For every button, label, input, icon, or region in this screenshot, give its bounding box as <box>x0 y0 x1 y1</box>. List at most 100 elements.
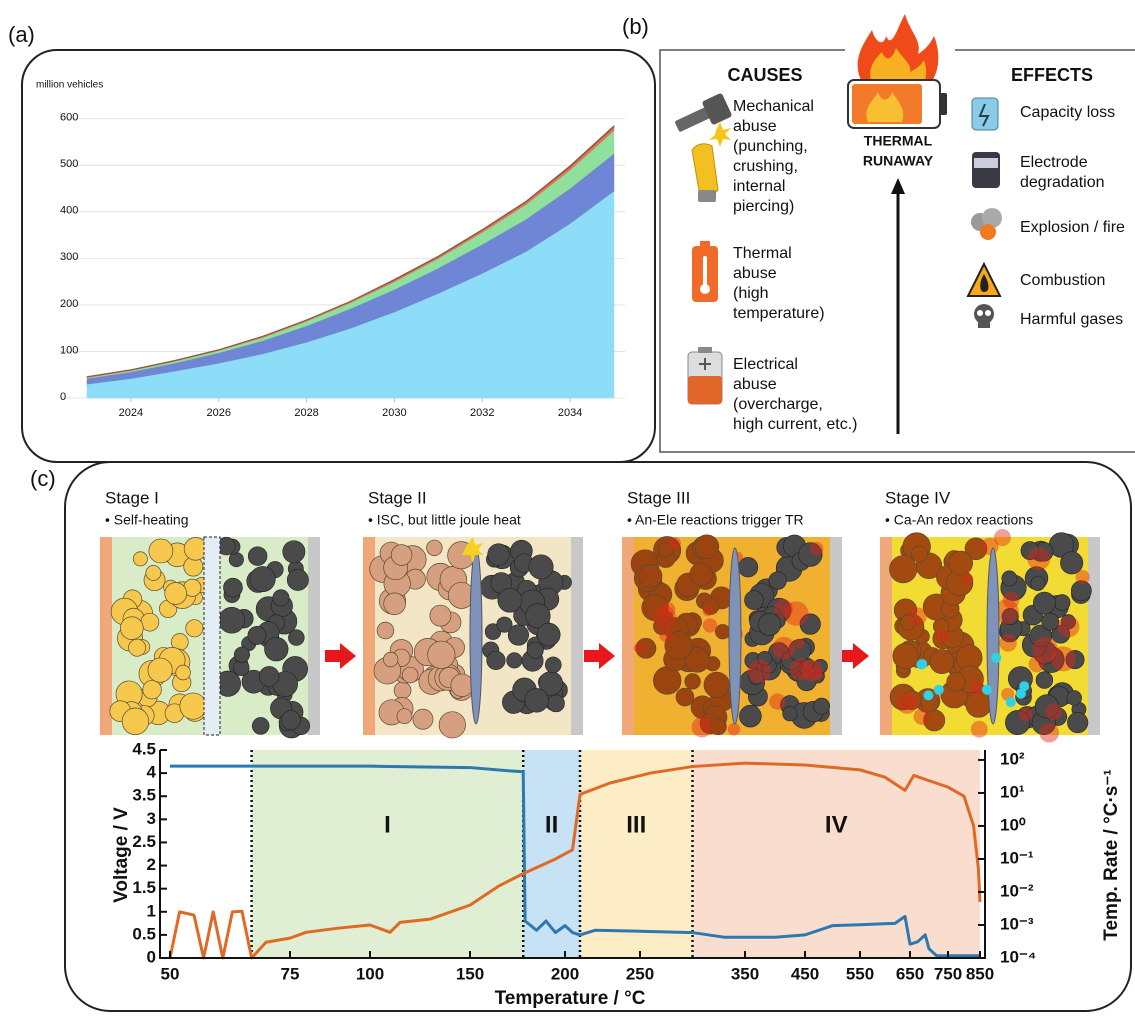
y-tick-label: 1 <box>147 901 156 920</box>
anode-particle <box>1067 712 1088 733</box>
anode-particle <box>219 607 245 633</box>
anode-particle <box>1036 672 1053 689</box>
anode-particle <box>507 653 522 668</box>
cause-text: (high <box>733 285 769 302</box>
hot-spot <box>703 606 713 616</box>
cathode-particle <box>122 708 149 735</box>
y-axis-label: million vehicles <box>36 80 103 91</box>
hot-spot <box>909 607 927 625</box>
hot-spot <box>897 693 918 714</box>
anode-particle <box>769 572 787 590</box>
cause-text: abuse <box>733 118 777 135</box>
anode-particle <box>1054 595 1070 611</box>
hot-spot <box>810 668 822 680</box>
cathode-particle <box>690 563 713 586</box>
cell-body <box>692 144 718 197</box>
current-collector <box>100 537 112 735</box>
stage-illustration <box>622 535 842 738</box>
y2-tick-label: 10⁻⁴ <box>1000 947 1036 966</box>
hot-spot <box>999 634 1016 651</box>
cell-cap <box>698 190 716 202</box>
anode-particle <box>252 717 269 734</box>
redox-particle <box>934 685 944 695</box>
battery-charge <box>688 376 722 404</box>
cathode-particle <box>930 649 954 673</box>
y-tick-label: 1.5 <box>132 878 156 897</box>
hot-spot <box>784 601 809 626</box>
y-tick-label: 300 <box>60 251 78 263</box>
separator <box>204 537 220 735</box>
cause-text: internal <box>733 178 785 195</box>
anode-particle <box>1067 691 1082 706</box>
panel-label: (b) <box>622 14 649 39</box>
effect-text: Electrode <box>1020 154 1088 171</box>
anode-particle <box>248 626 266 644</box>
x-tick-label: 100 <box>356 964 384 983</box>
battery-terminal <box>700 241 710 247</box>
anode-particle <box>745 591 764 610</box>
cathode-particle <box>966 692 991 717</box>
x-axis-label: Temperature / °C <box>495 988 646 1009</box>
region-label: IV <box>825 811 848 838</box>
separator <box>470 548 482 724</box>
cathode-particle <box>397 709 412 724</box>
x-tick-label: 200 <box>551 964 579 983</box>
cylinder-icon <box>692 144 718 202</box>
hot-spot <box>795 638 805 648</box>
anode-particle <box>287 569 308 590</box>
cathode-particle <box>120 617 143 640</box>
y-axis-label: Voltage / V <box>111 807 132 903</box>
cause-text: piercing) <box>733 198 794 215</box>
cathode-particle <box>394 682 411 699</box>
cathode-particle <box>402 667 418 683</box>
region <box>252 750 524 958</box>
cathode-particle <box>949 551 973 575</box>
cathode-particle <box>893 643 919 669</box>
stage-title: Stage III <box>627 488 690 507</box>
hot-spot <box>971 721 988 738</box>
x-tick-label: 350 <box>731 964 759 983</box>
cathode-particle <box>439 712 465 738</box>
region-label: II <box>545 811 558 838</box>
cathode-particle <box>451 674 474 697</box>
anode-particle <box>273 590 289 606</box>
cathode-particle <box>430 605 451 626</box>
cathode-particle <box>427 540 443 556</box>
electrical-battery-icon <box>688 347 722 404</box>
cathode-particle <box>383 652 398 667</box>
effect-text: Harmful gases <box>1020 311 1123 328</box>
cathode-particle <box>710 719 726 735</box>
hot-spot <box>748 660 771 683</box>
cathode-particle <box>947 672 966 691</box>
cathode-particle <box>384 593 406 615</box>
electrode-top <box>974 158 998 168</box>
y-tick-label: 0 <box>147 947 156 966</box>
cathode-particle <box>129 639 146 656</box>
anode-particle <box>525 688 549 712</box>
cathode-particle <box>180 693 206 719</box>
stage-illustration <box>100 537 320 738</box>
thermometer-bulb <box>700 284 710 294</box>
skull-jaw <box>978 320 990 328</box>
separator <box>729 548 741 724</box>
x-tick-label: 750 <box>934 964 962 983</box>
stage-title: Stage IV <box>885 488 951 507</box>
hot-spot <box>914 708 930 724</box>
hot-spot <box>659 629 672 642</box>
y-tick-label: 3 <box>147 809 156 828</box>
hot-spot <box>1032 637 1058 663</box>
cathode-particle <box>639 565 662 588</box>
hot-spot <box>1019 707 1033 721</box>
cathode-particle <box>695 535 719 559</box>
stage-note: • Ca-An redox reactions <box>885 512 1033 528</box>
hot-spot <box>653 606 676 629</box>
center-label: THERMAL <box>864 133 933 149</box>
effect-text: degradation <box>1020 174 1105 191</box>
redox-particle <box>923 690 933 700</box>
anode-particle <box>545 657 561 673</box>
y-tick-label: 600 <box>60 112 78 124</box>
figure: (a)(b)(c)0100200300400500600202420262028… <box>0 0 1135 1016</box>
cathode-particle <box>391 545 412 566</box>
cause-text: temperature) <box>733 305 825 322</box>
anode-particle <box>547 695 564 712</box>
